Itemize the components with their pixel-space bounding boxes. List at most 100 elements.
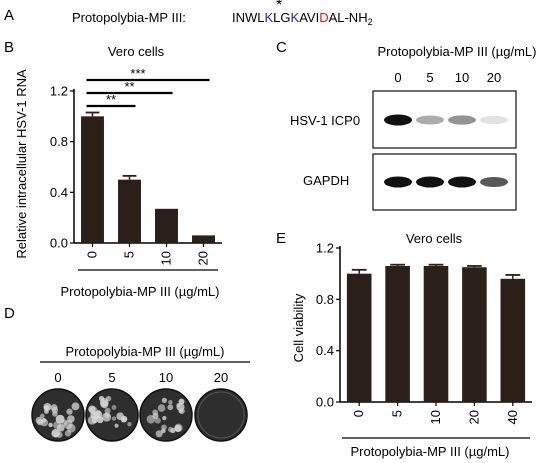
blot-lane-label: 0	[394, 70, 401, 85]
chart-b-bar	[155, 208, 178, 243]
icp0-band	[416, 115, 444, 125]
seq-subscript: 2	[368, 17, 373, 27]
chart-e-bar	[385, 265, 410, 402]
plaque-spot	[100, 400, 109, 409]
plaque-spot	[120, 415, 128, 423]
well-label: 5	[108, 370, 115, 385]
chart-e-bar	[462, 267, 487, 402]
chart-e-xlabel: Protopolybia-MP III (µg/mL)	[351, 444, 510, 459]
chart-b-ylabel: Relative intracellular HSV-1 RNA	[14, 69, 29, 259]
blot-header: Protopolybia-MP III (µg/mL)	[378, 44, 537, 59]
seq-prefix: INWL	[232, 10, 265, 25]
plaque-spot	[146, 414, 156, 424]
chart-b-x-tick-label: 5	[122, 251, 137, 258]
gapdh-band	[384, 176, 412, 188]
chart-b-y-tick-label: 0.4	[50, 185, 68, 200]
plaque-spot	[162, 415, 167, 421]
seq-mid-1: LG	[273, 10, 290, 25]
seq-aspartate: D	[319, 10, 328, 25]
icp0-band	[448, 115, 476, 125]
seq-lysine-1: K	[265, 10, 274, 25]
gapdh-bands	[384, 176, 508, 188]
chart-e-y-tick-label: 1.2	[316, 241, 334, 256]
blot-row-label-gapdh: GAPDH	[303, 173, 349, 188]
gapdh-band	[480, 176, 508, 188]
chart-b-y-tick-label: 0.0	[50, 236, 68, 251]
seq-mid-2: AVI	[299, 10, 319, 25]
well-label: 10	[159, 370, 173, 385]
plaque-spot	[161, 428, 166, 434]
well-rim	[197, 391, 245, 439]
chart-e-x-tick-label: 5	[390, 410, 405, 417]
panel-letter-e: E	[276, 230, 286, 247]
chart-e-ylabel: Cell viability	[291, 293, 306, 362]
panel-c: C Protopolybia-MP III (µg/mL) 0 5 10 20 …	[276, 39, 537, 211]
chart-b-significance-label: **	[124, 79, 134, 94]
chart-b-bar	[192, 235, 215, 243]
chart-b-xlabel: Protopolybia-MP III (µg/mL)	[61, 284, 220, 299]
chart-e-title: Vero cells	[406, 231, 463, 246]
icp0-bands	[384, 114, 508, 126]
chart-e-x-tick-label: 0	[351, 410, 366, 417]
panel-letter-b: B	[4, 39, 14, 56]
peptide-sequence: INWLKLGKAVIDAL-NH2	[232, 10, 373, 27]
plaque-spot	[152, 409, 159, 416]
plaque-spot	[111, 405, 117, 410]
icp0-band	[384, 114, 412, 126]
chart-b-y-tick-label: 1.2	[50, 84, 68, 99]
panel-b: B Vero cells Relative intracellular HSV-…	[4, 39, 222, 299]
plaque-spot	[40, 413, 45, 419]
plaque-spot	[43, 405, 49, 411]
chart-b-significance-label: **	[106, 92, 116, 107]
seq-suffix: AL-NH	[329, 10, 368, 25]
gapdh-band	[416, 176, 444, 188]
plaque-spot	[179, 408, 185, 414]
chart-b-x-tick-label: 10	[159, 251, 174, 265]
chart-e-x-tick-label: 20	[466, 410, 481, 424]
plaque-spot	[50, 404, 58, 412]
blot-row-label-icp0: HSV-1 ICP0	[290, 113, 360, 128]
plaque-spot	[52, 411, 58, 417]
panel-letter-c: C	[276, 39, 287, 56]
plaque-spot	[170, 427, 176, 434]
plaque-spot	[168, 400, 173, 405]
chart-e-x-tick-label: 40	[505, 410, 520, 424]
plaque-spot	[102, 412, 112, 422]
chart-e-y-tick-label: 0.0	[316, 395, 334, 410]
blot-lane-label: 20	[487, 70, 501, 85]
plaque-spot	[155, 430, 163, 438]
chart-e-bar	[423, 265, 449, 402]
chart-e-x-tick-label: 10	[428, 410, 443, 424]
chart-e: 0.0 0.4 0.8 1.2 0 5 10 20 40	[316, 241, 532, 439]
plaque-spot	[161, 397, 167, 403]
chart-b-bar	[118, 179, 141, 243]
blot-lane-label: 10	[455, 70, 469, 85]
chart-e-bar	[500, 278, 526, 402]
chart-e-y-tick-label: 0.4	[316, 343, 334, 358]
plaque-spot	[48, 422, 53, 428]
gapdh-band	[448, 176, 476, 188]
plaque-wells	[31, 388, 248, 442]
peptide-label: Protopolybia-MP III:	[72, 10, 186, 25]
chart-b-bar	[81, 116, 104, 243]
chart-b-y-tick-label: 0.8	[50, 134, 68, 149]
panel-a: A Protopolybia-MP III: * INWLKLGKAVIDAL-…	[4, 0, 373, 27]
plaque-spot	[104, 407, 111, 414]
plaque-spot	[157, 404, 166, 412]
chart-b-x-tick-label: 20	[196, 251, 211, 265]
plaque-spot	[53, 433, 58, 438]
plaque-spot	[167, 404, 174, 411]
plaque-spot	[67, 415, 75, 423]
chart-e-bar	[346, 273, 372, 402]
plaque-spot	[174, 424, 182, 432]
well-label: 20	[214, 370, 228, 385]
chart-b-significance-label: ***	[130, 66, 145, 81]
icp0-band	[480, 115, 508, 125]
plaque-spot	[88, 405, 96, 413]
chart-b: 0.00.40.81.20 5 10 20*******	[50, 66, 222, 271]
plaque-well	[139, 388, 193, 442]
chart-b-x-tick-label: 0	[85, 251, 100, 258]
plaque-spot	[111, 416, 117, 421]
chart-b-title: Vero cells	[108, 44, 165, 59]
